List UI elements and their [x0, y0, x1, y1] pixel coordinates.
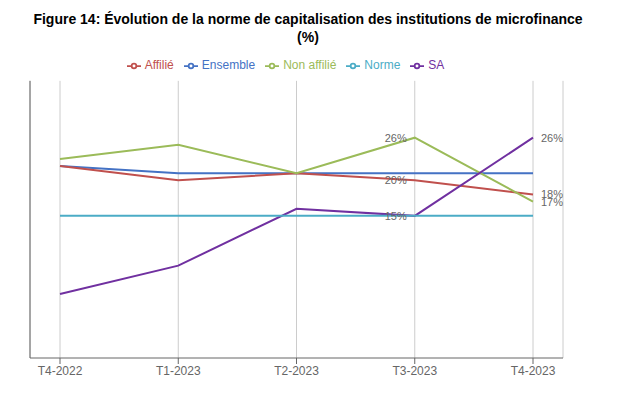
- html-text:SA: SA: [428, 58, 445, 72]
- svg-text:26%: 26%: [385, 132, 407, 144]
- svg-text:26%: 26%: [541, 132, 563, 144]
- html-text:Ensemble: Ensemble: [201, 58, 256, 72]
- html-text:Figure 14: Évolution de la nor: Figure 14: Évolution de la norme de capi…: [33, 11, 583, 45]
- svg-text:15%: 15%: [385, 210, 407, 222]
- svg-text:T2-2023: T2-2023: [274, 364, 319, 378]
- svg-text:20%: 20%: [385, 174, 407, 186]
- html-text:Norme: Norme: [364, 58, 401, 72]
- svg-text:T1-2023: T1-2023: [156, 364, 201, 378]
- svg-text:17%: 17%: [541, 196, 563, 208]
- svg-text:T4-2022: T4-2022: [38, 364, 83, 378]
- html-text:Affilié: Affilié: [144, 58, 174, 72]
- svg-text:18%: 18%: [541, 188, 563, 201]
- html-text:Non affilié: Non affilié: [283, 58, 337, 72]
- svg-text:T3-2023: T3-2023: [392, 364, 437, 378]
- svg-text:T4-2023: T4-2023: [511, 364, 556, 378]
